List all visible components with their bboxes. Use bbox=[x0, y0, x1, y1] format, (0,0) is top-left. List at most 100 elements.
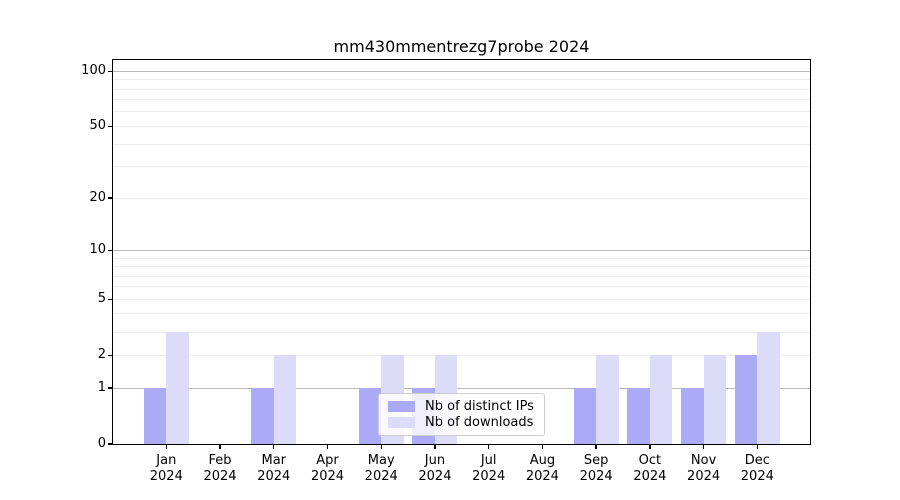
gridline-minor bbox=[113, 313, 810, 315]
x-axis-tick bbox=[649, 445, 651, 449]
gridline-minor bbox=[113, 354, 810, 356]
bar-downloads-sep bbox=[596, 355, 619, 444]
x-axis-tick-label: Sep 2024 bbox=[568, 453, 624, 485]
gridline-minor bbox=[113, 166, 810, 168]
x-axis-tick-label: Mar 2024 bbox=[246, 453, 302, 485]
x-axis-month: Mar bbox=[261, 453, 287, 468]
bar-downloads-oct bbox=[649, 355, 673, 444]
bar-distinct-ips-dec bbox=[734, 355, 758, 444]
y-axis-tick-label: 0 bbox=[97, 436, 106, 451]
x-axis-month: Sep bbox=[583, 453, 609, 468]
x-axis-month: Jul bbox=[480, 453, 497, 468]
y-axis-tick bbox=[108, 354, 113, 356]
x-axis-tick bbox=[702, 445, 705, 449]
x-axis-tick bbox=[219, 445, 221, 449]
x-axis-month: Dec bbox=[744, 453, 770, 468]
gridline-major bbox=[113, 387, 810, 389]
legend-item-distinct-ips: Nb of distinct IPs bbox=[388, 399, 535, 414]
x-axis-tick bbox=[326, 445, 329, 449]
chart-title: mm430mmentrezg7probe 2024 bbox=[333, 37, 590, 56]
bar-downloads-dec bbox=[757, 332, 780, 444]
gridline-minor bbox=[113, 298, 810, 300]
y-axis-tick-label: 50 bbox=[89, 118, 106, 134]
x-axis-tick-label: Jan 2024 bbox=[138, 453, 194, 485]
y-axis-tick-label: 20 bbox=[89, 190, 106, 206]
y-axis-tick bbox=[108, 443, 113, 445]
x-axis-tick-label: Oct 2024 bbox=[622, 453, 678, 485]
x-axis-year: 2024 bbox=[687, 469, 721, 484]
gridline-minor bbox=[113, 286, 810, 288]
gridline-minor bbox=[113, 331, 810, 333]
x-axis-tick-label: Aug 2024 bbox=[514, 453, 570, 485]
legend-item-downloads: Nb of downloads bbox=[388, 415, 535, 430]
x-axis-year: 2024 bbox=[203, 469, 237, 484]
x-axis-tick bbox=[595, 445, 597, 449]
bar-distinct-ips-may bbox=[358, 388, 382, 444]
gridline-major bbox=[113, 249, 810, 251]
gridline-minor bbox=[113, 275, 810, 277]
y-axis-tick-label: 2 bbox=[97, 347, 106, 363]
x-axis-year: 2024 bbox=[579, 469, 613, 484]
gridline-minor bbox=[113, 197, 810, 199]
x-axis-year: 2024 bbox=[472, 469, 506, 484]
y-axis-tick-label: 100 bbox=[81, 63, 106, 79]
x-axis-year: 2024 bbox=[257, 469, 291, 484]
bar-distinct-ips-sep bbox=[573, 388, 597, 444]
bar-distinct-ips-mar bbox=[251, 388, 274, 444]
legend-label-distinct-ips: Nb of distinct IPs bbox=[425, 398, 534, 414]
y-axis-tick bbox=[108, 249, 113, 251]
x-axis-month: Apr bbox=[316, 453, 339, 468]
bar-distinct-ips-nov bbox=[681, 388, 704, 444]
x-axis-tick bbox=[756, 445, 758, 449]
gridline-minor bbox=[113, 143, 810, 145]
x-axis-tick bbox=[488, 445, 490, 449]
gridline-minor bbox=[113, 99, 810, 101]
x-axis-month: Feb bbox=[208, 453, 232, 468]
bar-downloads-nov bbox=[703, 355, 727, 444]
legend-swatch-distinct-ips bbox=[388, 400, 415, 412]
y-axis-tick bbox=[108, 125, 113, 128]
x-axis-year: 2024 bbox=[418, 469, 452, 484]
x-axis-month: Oct bbox=[638, 453, 662, 468]
x-axis-tick-label: Dec 2024 bbox=[729, 453, 785, 485]
x-axis-tick bbox=[541, 445, 544, 449]
y-axis-tick bbox=[108, 197, 113, 199]
y-axis-tick-label: 5 bbox=[97, 291, 106, 307]
y-axis-tick bbox=[108, 387, 113, 389]
x-axis-tick bbox=[273, 445, 275, 449]
x-axis-tick-label: May 2024 bbox=[353, 453, 409, 485]
gridline-minor bbox=[113, 257, 810, 259]
bar-downloads-jan bbox=[166, 332, 189, 444]
bar-downloads-mar bbox=[273, 355, 297, 444]
x-axis-month: Jan bbox=[156, 453, 177, 468]
x-axis-tick-label: Jun 2024 bbox=[407, 453, 463, 485]
x-axis-month: May bbox=[367, 453, 395, 468]
x-axis-year: 2024 bbox=[364, 469, 398, 484]
legend-label-downloads: Nb of downloads bbox=[425, 415, 534, 431]
bar-distinct-ips-jan bbox=[143, 388, 167, 444]
x-axis-year: 2024 bbox=[633, 469, 667, 484]
x-axis-year: 2024 bbox=[310, 469, 345, 484]
y-axis-tick bbox=[108, 298, 113, 300]
x-axis-year: 2024 bbox=[525, 469, 559, 484]
legend: Nb of distinct IPs Nb of downloads bbox=[378, 393, 545, 436]
gridline-minor bbox=[113, 111, 810, 113]
gridline-minor bbox=[113, 88, 810, 90]
x-axis-year: 2024 bbox=[740, 469, 774, 484]
gridline-minor bbox=[113, 266, 810, 267]
gridline-minor bbox=[113, 79, 810, 81]
x-axis-tick-label: Jul 2024 bbox=[461, 453, 517, 485]
x-axis-month: Nov bbox=[690, 453, 717, 468]
x-axis-tick-label: Nov 2024 bbox=[676, 453, 732, 485]
x-axis-year: 2024 bbox=[149, 469, 183, 484]
gridline-major bbox=[113, 70, 810, 72]
y-axis-tick-label: 1 bbox=[97, 380, 106, 395]
x-axis-tick-label: Apr 2024 bbox=[299, 453, 355, 485]
bar-distinct-ips-oct bbox=[627, 388, 650, 444]
gridline-minor bbox=[113, 125, 810, 127]
x-axis-month: Jun bbox=[424, 453, 446, 468]
x-axis-tick bbox=[434, 445, 436, 449]
x-axis-tick bbox=[380, 445, 382, 449]
x-axis-month: Aug bbox=[529, 453, 556, 468]
